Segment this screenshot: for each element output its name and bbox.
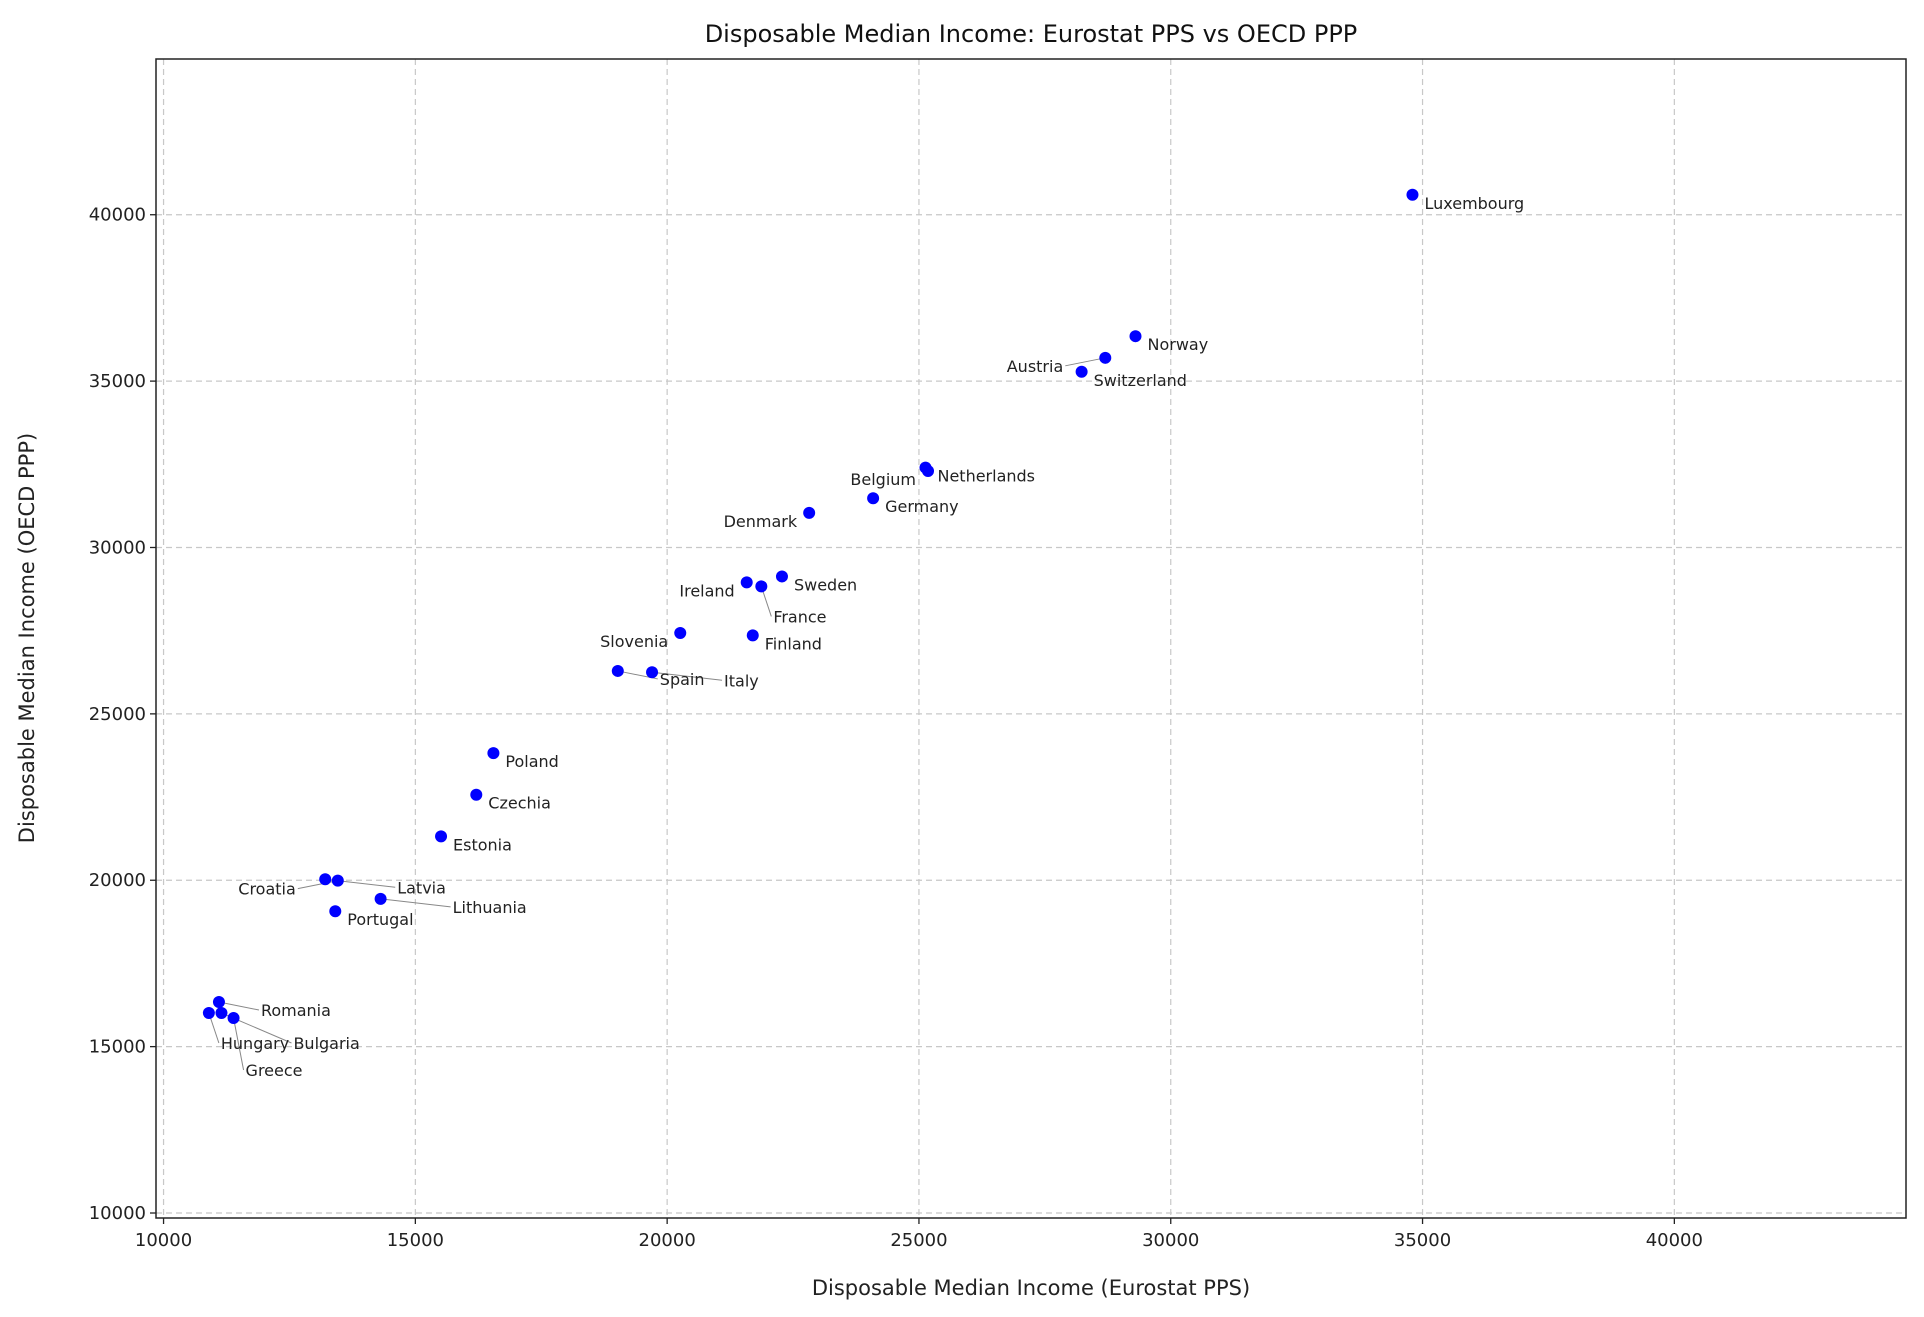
data-point-croatia [331, 874, 344, 887]
point-label: Norway [1147, 335, 1208, 354]
point-label: Sweden [794, 575, 857, 594]
y-tick-label: 15000 [89, 1037, 146, 1058]
data-point-sweden [775, 570, 788, 583]
x-tick-label: 30000 [1142, 1230, 1199, 1251]
x-axis-ticks: 10000 15000 20000 25000 30000 35000 40000 [135, 1218, 1703, 1251]
point-label: Poland [505, 752, 558, 771]
point-label: Ireland [679, 581, 734, 600]
x-tick-label: 10000 [135, 1230, 192, 1251]
point-label: Bulgaria [293, 1034, 359, 1053]
data-point-slovenia [674, 627, 687, 640]
data-point-spain [611, 664, 624, 677]
data-point-france [755, 580, 768, 593]
data-point-latvia [319, 873, 332, 886]
x-axis-label: Disposable Median Income (Eurostat PPS) [812, 1276, 1250, 1300]
y-tick-label: 40000 [89, 205, 146, 226]
point-label: France [773, 607, 826, 626]
data-point-bulgaria [215, 1007, 228, 1020]
label-leader-line [380, 898, 451, 908]
label-leader-line [297, 880, 338, 890]
plot-frame [155, 58, 1907, 1219]
point-label: Switzerland [1094, 371, 1187, 390]
x-tick-label: 25000 [890, 1230, 947, 1251]
x-tick-label: 40000 [1646, 1230, 1703, 1251]
data-points [202, 188, 1419, 1025]
y-tick-label: 25000 [89, 704, 146, 725]
y-tick-label: 10000 [89, 1203, 146, 1224]
y-tick-label: 35000 [89, 371, 146, 392]
point-label: Hungary [221, 1034, 289, 1053]
data-point-poland [487, 747, 500, 760]
data-point-ireland [740, 576, 753, 589]
label-leader-line [1065, 357, 1106, 367]
point-label: Czechia [488, 794, 551, 813]
label-leader-line [233, 1017, 245, 1071]
point-label: Estonia [453, 835, 512, 854]
point-label: Slovenia [600, 632, 668, 651]
point-label: Romania [261, 1001, 331, 1020]
point-label: Belgium [850, 470, 916, 489]
point-label: Lithuania [453, 898, 527, 917]
data-point-italy [646, 666, 659, 679]
y-axis-ticks: 10000 15000 20000 25000 30000 35000 40000 [89, 205, 156, 1224]
point-label: Austria [1007, 357, 1064, 376]
data-point-lithuania [374, 892, 387, 905]
point-labels: Luxembourg Norway Austria Switzerland Nether… [221, 194, 1524, 1080]
point-label: Luxembourg [1424, 194, 1524, 213]
data-point-romania [212, 996, 225, 1009]
x-tick-label: 15000 [387, 1230, 444, 1251]
data-point-switzerland [1075, 365, 1088, 378]
y-axis-label: Disposable Median Income (OECD PPP) [15, 433, 39, 843]
point-label: Croatia [238, 880, 296, 899]
data-point-germany [867, 492, 880, 505]
point-label: Netherlands [937, 467, 1035, 486]
point-label: Greece [246, 1061, 303, 1080]
point-label: Italy [724, 671, 759, 690]
data-point-greece [227, 1012, 240, 1025]
point-label: Spain [660, 670, 705, 689]
data-point-denmark [803, 506, 816, 519]
y-tick-label: 20000 [89, 870, 146, 891]
point-label: Finland [765, 634, 822, 653]
data-point-hungary [202, 1007, 215, 1020]
data-point-czechia [470, 788, 483, 801]
data-point-finland [746, 629, 759, 642]
data-point-luxembourg [1406, 188, 1419, 201]
grid-lines [156, 59, 1906, 1218]
data-point-portugal [329, 905, 342, 918]
x-tick-label: 20000 [639, 1230, 696, 1251]
point-label: Denmark [724, 512, 798, 531]
chart-title: Disposable Median Income: Eurostat PPS v… [705, 20, 1358, 48]
data-point-austria [1099, 351, 1112, 364]
data-point-norway [1129, 330, 1142, 343]
x-tick-label: 35000 [1394, 1230, 1451, 1251]
y-tick-label: 30000 [89, 537, 146, 558]
label-leader-line [218, 1001, 260, 1011]
data-point-belgium [922, 464, 935, 477]
point-label: Portugal [347, 910, 413, 929]
data-point-estonia [435, 830, 448, 843]
point-label: Latvia [397, 878, 446, 897]
point-label: Germany [885, 497, 959, 516]
label-leader-line [651, 671, 723, 681]
